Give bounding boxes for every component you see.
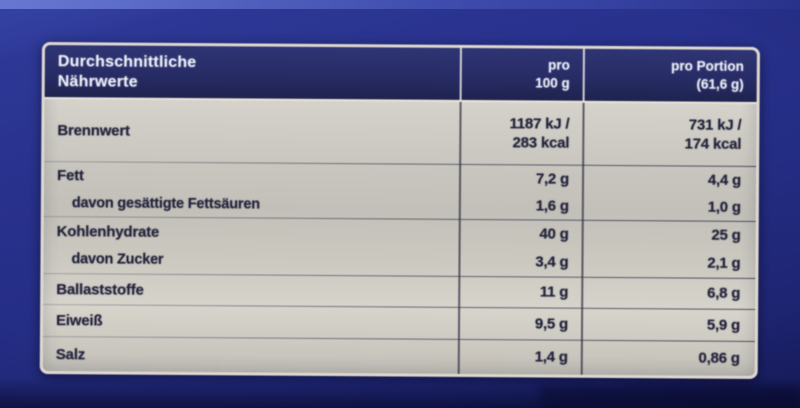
value-per-portion: 731 kJ / 174 kcal	[684, 116, 742, 153]
nutrient-sublabel: davon gesättigte Fettsäuren	[71, 194, 260, 213]
value-per-portion: 2,1 g	[707, 254, 741, 273]
value-per-portion: 6,8 g	[707, 284, 741, 303]
nutrient-sublabel: davon Zucker	[71, 251, 164, 268]
column-header-per-portion: pro Portion (61,6 g)	[582, 48, 757, 102]
value-per-portion: 1,0 g	[707, 198, 741, 216]
value-per-portion: 0,86 g	[698, 349, 740, 368]
nutrient-label: Eiweiß	[55, 312, 103, 330]
value-per-100g: 1187 kJ / 283 kcal	[509, 114, 570, 152]
value-per-100g: 1,4 g	[534, 348, 568, 366]
value-per-100g: 3,4 g	[535, 253, 569, 271]
table-header: Durchschnittliche Nährwerte pro 100 g pr…	[44, 45, 757, 104]
value-per-100g: 40 g	[539, 225, 569, 243]
table-row-fiber: Ballaststoffe 11 g 6,8 g	[43, 274, 755, 309]
table-row-salt: Salz 1,4 g 0,86 g	[43, 337, 755, 376]
table-row-energy: Brennwert 1187 kJ / 283 kcal 731 kJ / 17…	[44, 99, 756, 166]
value-per-100g: 9,5 g	[534, 315, 569, 333]
value-per-100g: 7,2 g	[535, 170, 570, 188]
table-body: Brennwert 1187 kJ / 283 kcal 731 kJ / 17…	[42, 99, 757, 376]
package-glare	[0, 0, 800, 9]
nutrient-label: Salz	[55, 345, 86, 363]
value-per-portion: 4,4 g	[707, 171, 742, 189]
value-per-portion: 5,9 g	[706, 316, 741, 334]
column-header-per-100g: pro 100 g	[459, 47, 583, 101]
table-row-protein: Eiweiß 9,5 g 5,9 g	[43, 305, 755, 341]
nutrition-table: Durchschnittliche Nährwerte pro 100 g pr…	[39, 42, 760, 380]
value-per-portion: 25 g	[711, 226, 741, 245]
nutrient-label: Fett	[57, 167, 84, 185]
nutrient-label: Brennwert	[57, 121, 130, 140]
value-per-100g: 1,6 g	[535, 197, 569, 215]
value-per-100g: 11 g	[539, 283, 569, 301]
package-shadow	[0, 378, 800, 408]
table-title: Durchschnittliche Nährwerte	[57, 53, 197, 91]
nutrient-label: Ballaststoffe	[56, 280, 144, 299]
nutrient-label: Kohlenhydrate	[56, 222, 160, 241]
